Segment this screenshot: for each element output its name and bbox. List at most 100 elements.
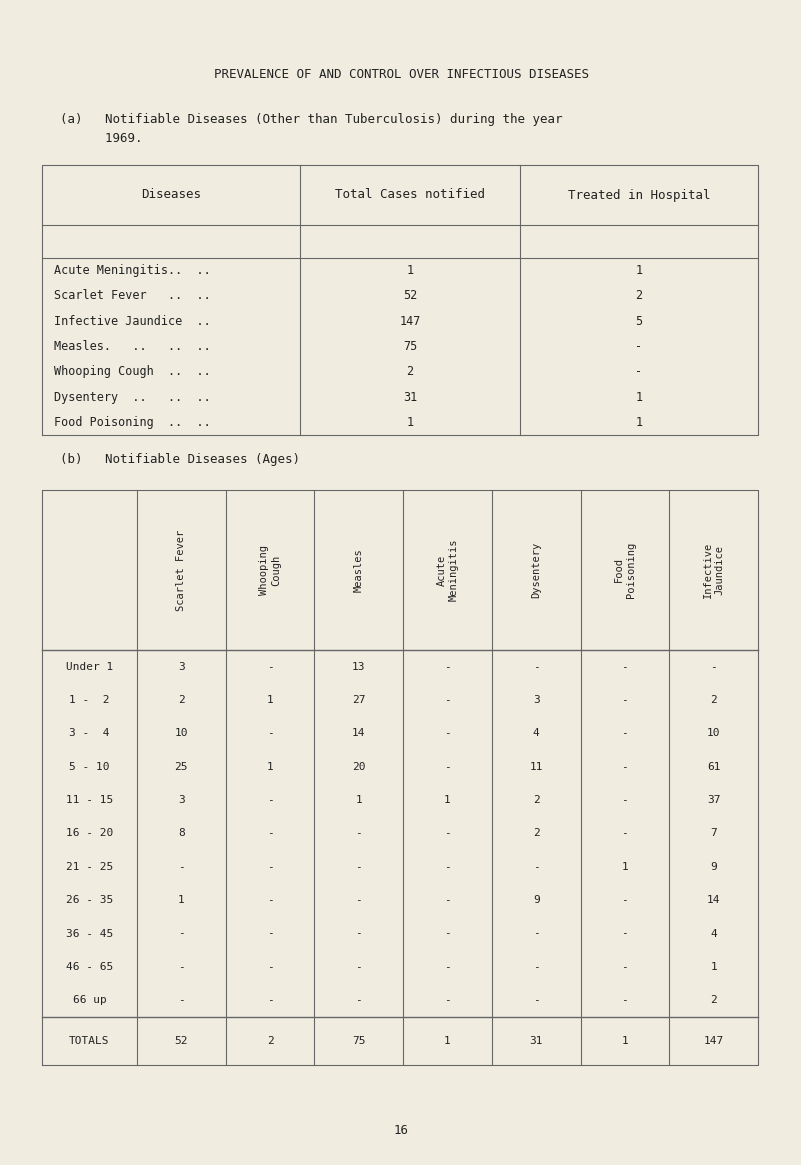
Text: 1: 1 [635, 390, 642, 403]
Text: -: - [622, 762, 628, 771]
Text: Infective Jaundice  ..: Infective Jaundice .. [54, 315, 211, 327]
Text: 21 - 25: 21 - 25 [66, 862, 113, 871]
Text: Measles.   ..   ..  ..: Measles. .. .. .. [54, 340, 211, 353]
Text: Acute Meningitis..  ..: Acute Meningitis.. .. [54, 264, 211, 277]
Text: 9: 9 [533, 895, 540, 905]
Text: -: - [356, 962, 362, 972]
Text: -: - [444, 762, 451, 771]
Text: 1: 1 [178, 895, 185, 905]
Text: -: - [622, 995, 628, 1005]
Text: Treated in Hospital: Treated in Hospital [568, 189, 710, 202]
Text: 9: 9 [710, 862, 717, 871]
Text: -: - [622, 828, 628, 839]
Text: 3: 3 [533, 696, 540, 705]
Text: 52: 52 [175, 1036, 188, 1046]
Text: Food
Poisoning: Food Poisoning [614, 542, 636, 598]
Text: -: - [635, 340, 642, 353]
Text: 26 - 35: 26 - 35 [66, 895, 113, 905]
Text: 10: 10 [707, 728, 720, 739]
Text: 27: 27 [352, 696, 365, 705]
Text: -: - [267, 962, 273, 972]
Text: -: - [710, 662, 717, 672]
Text: -: - [178, 995, 185, 1005]
Text: -: - [267, 995, 273, 1005]
Text: 2: 2 [710, 696, 717, 705]
Text: 1: 1 [622, 862, 628, 871]
Text: -: - [267, 662, 273, 672]
Text: 1: 1 [356, 796, 362, 805]
Text: 16: 16 [393, 1123, 409, 1137]
Text: 1 -  2: 1 - 2 [69, 696, 110, 705]
Text: 5: 5 [635, 315, 642, 327]
Text: 2: 2 [533, 828, 540, 839]
Text: 1: 1 [444, 796, 451, 805]
Text: -: - [267, 828, 273, 839]
Text: 1: 1 [710, 962, 717, 972]
Text: PREVALENCE OF AND CONTROL OVER INFECTIOUS DISEASES: PREVALENCE OF AND CONTROL OVER INFECTIOU… [214, 69, 589, 82]
Text: -: - [622, 962, 628, 972]
Text: 5 - 10: 5 - 10 [69, 762, 110, 771]
Text: 61: 61 [707, 762, 720, 771]
Text: 1: 1 [406, 416, 413, 429]
Text: -: - [622, 662, 628, 672]
Text: Scarlet Fever   ..  ..: Scarlet Fever .. .. [54, 289, 211, 303]
Text: 75: 75 [352, 1036, 365, 1046]
Text: 2: 2 [267, 1036, 273, 1046]
Text: Whooping Cough  ..  ..: Whooping Cough .. .. [54, 366, 211, 379]
Text: Acute
Meningitis: Acute Meningitis [437, 538, 458, 601]
Text: -: - [267, 728, 273, 739]
Text: 1: 1 [406, 264, 413, 277]
Text: -: - [444, 662, 451, 672]
Text: -: - [356, 929, 362, 939]
Text: -: - [444, 929, 451, 939]
Text: 16 - 20: 16 - 20 [66, 828, 113, 839]
Text: 52: 52 [403, 289, 417, 303]
Text: -: - [622, 796, 628, 805]
Text: Total Cases notified: Total Cases notified [335, 189, 485, 202]
Text: -: - [444, 862, 451, 871]
Text: -: - [178, 962, 185, 972]
Text: -: - [533, 862, 540, 871]
Text: -: - [533, 662, 540, 672]
Text: 11: 11 [529, 762, 543, 771]
Text: 3 -  4: 3 - 4 [69, 728, 110, 739]
Text: -: - [444, 828, 451, 839]
Text: -: - [356, 895, 362, 905]
Text: -: - [356, 995, 362, 1005]
Text: -: - [356, 828, 362, 839]
Text: -: - [178, 929, 185, 939]
Text: -: - [635, 366, 642, 379]
Text: 2: 2 [406, 366, 413, 379]
Text: -: - [622, 895, 628, 905]
Text: 147: 147 [400, 315, 421, 327]
Text: Scarlet Fever: Scarlet Fever [176, 529, 187, 610]
Text: 7: 7 [710, 828, 717, 839]
Text: 2: 2 [178, 696, 185, 705]
Text: (b)   Notifiable Diseases (Ages): (b) Notifiable Diseases (Ages) [60, 453, 300, 466]
Text: 31: 31 [529, 1036, 543, 1046]
Text: 20: 20 [352, 762, 365, 771]
Text: 10: 10 [175, 728, 188, 739]
Text: 2: 2 [533, 796, 540, 805]
Text: 14: 14 [707, 895, 720, 905]
Text: 4: 4 [710, 929, 717, 939]
Text: 31: 31 [403, 390, 417, 403]
Text: 37: 37 [707, 796, 720, 805]
Text: 3: 3 [178, 796, 185, 805]
Text: 1: 1 [622, 1036, 628, 1046]
Text: Infective
Jaundice: Infective Jaundice [702, 542, 724, 598]
Text: 13: 13 [352, 662, 365, 672]
Text: -: - [444, 995, 451, 1005]
Text: 2: 2 [710, 995, 717, 1005]
Text: -: - [356, 862, 362, 871]
Text: 2: 2 [635, 289, 642, 303]
Text: -: - [267, 895, 273, 905]
Text: 25: 25 [175, 762, 188, 771]
Text: 11 - 15: 11 - 15 [66, 796, 113, 805]
Text: 1: 1 [635, 264, 642, 277]
Text: TOTALS: TOTALS [69, 1036, 110, 1046]
Text: Diseases: Diseases [141, 189, 201, 202]
Text: -: - [622, 728, 628, 739]
Text: -: - [178, 862, 185, 871]
Text: Whooping
Cough: Whooping Cough [260, 545, 281, 595]
